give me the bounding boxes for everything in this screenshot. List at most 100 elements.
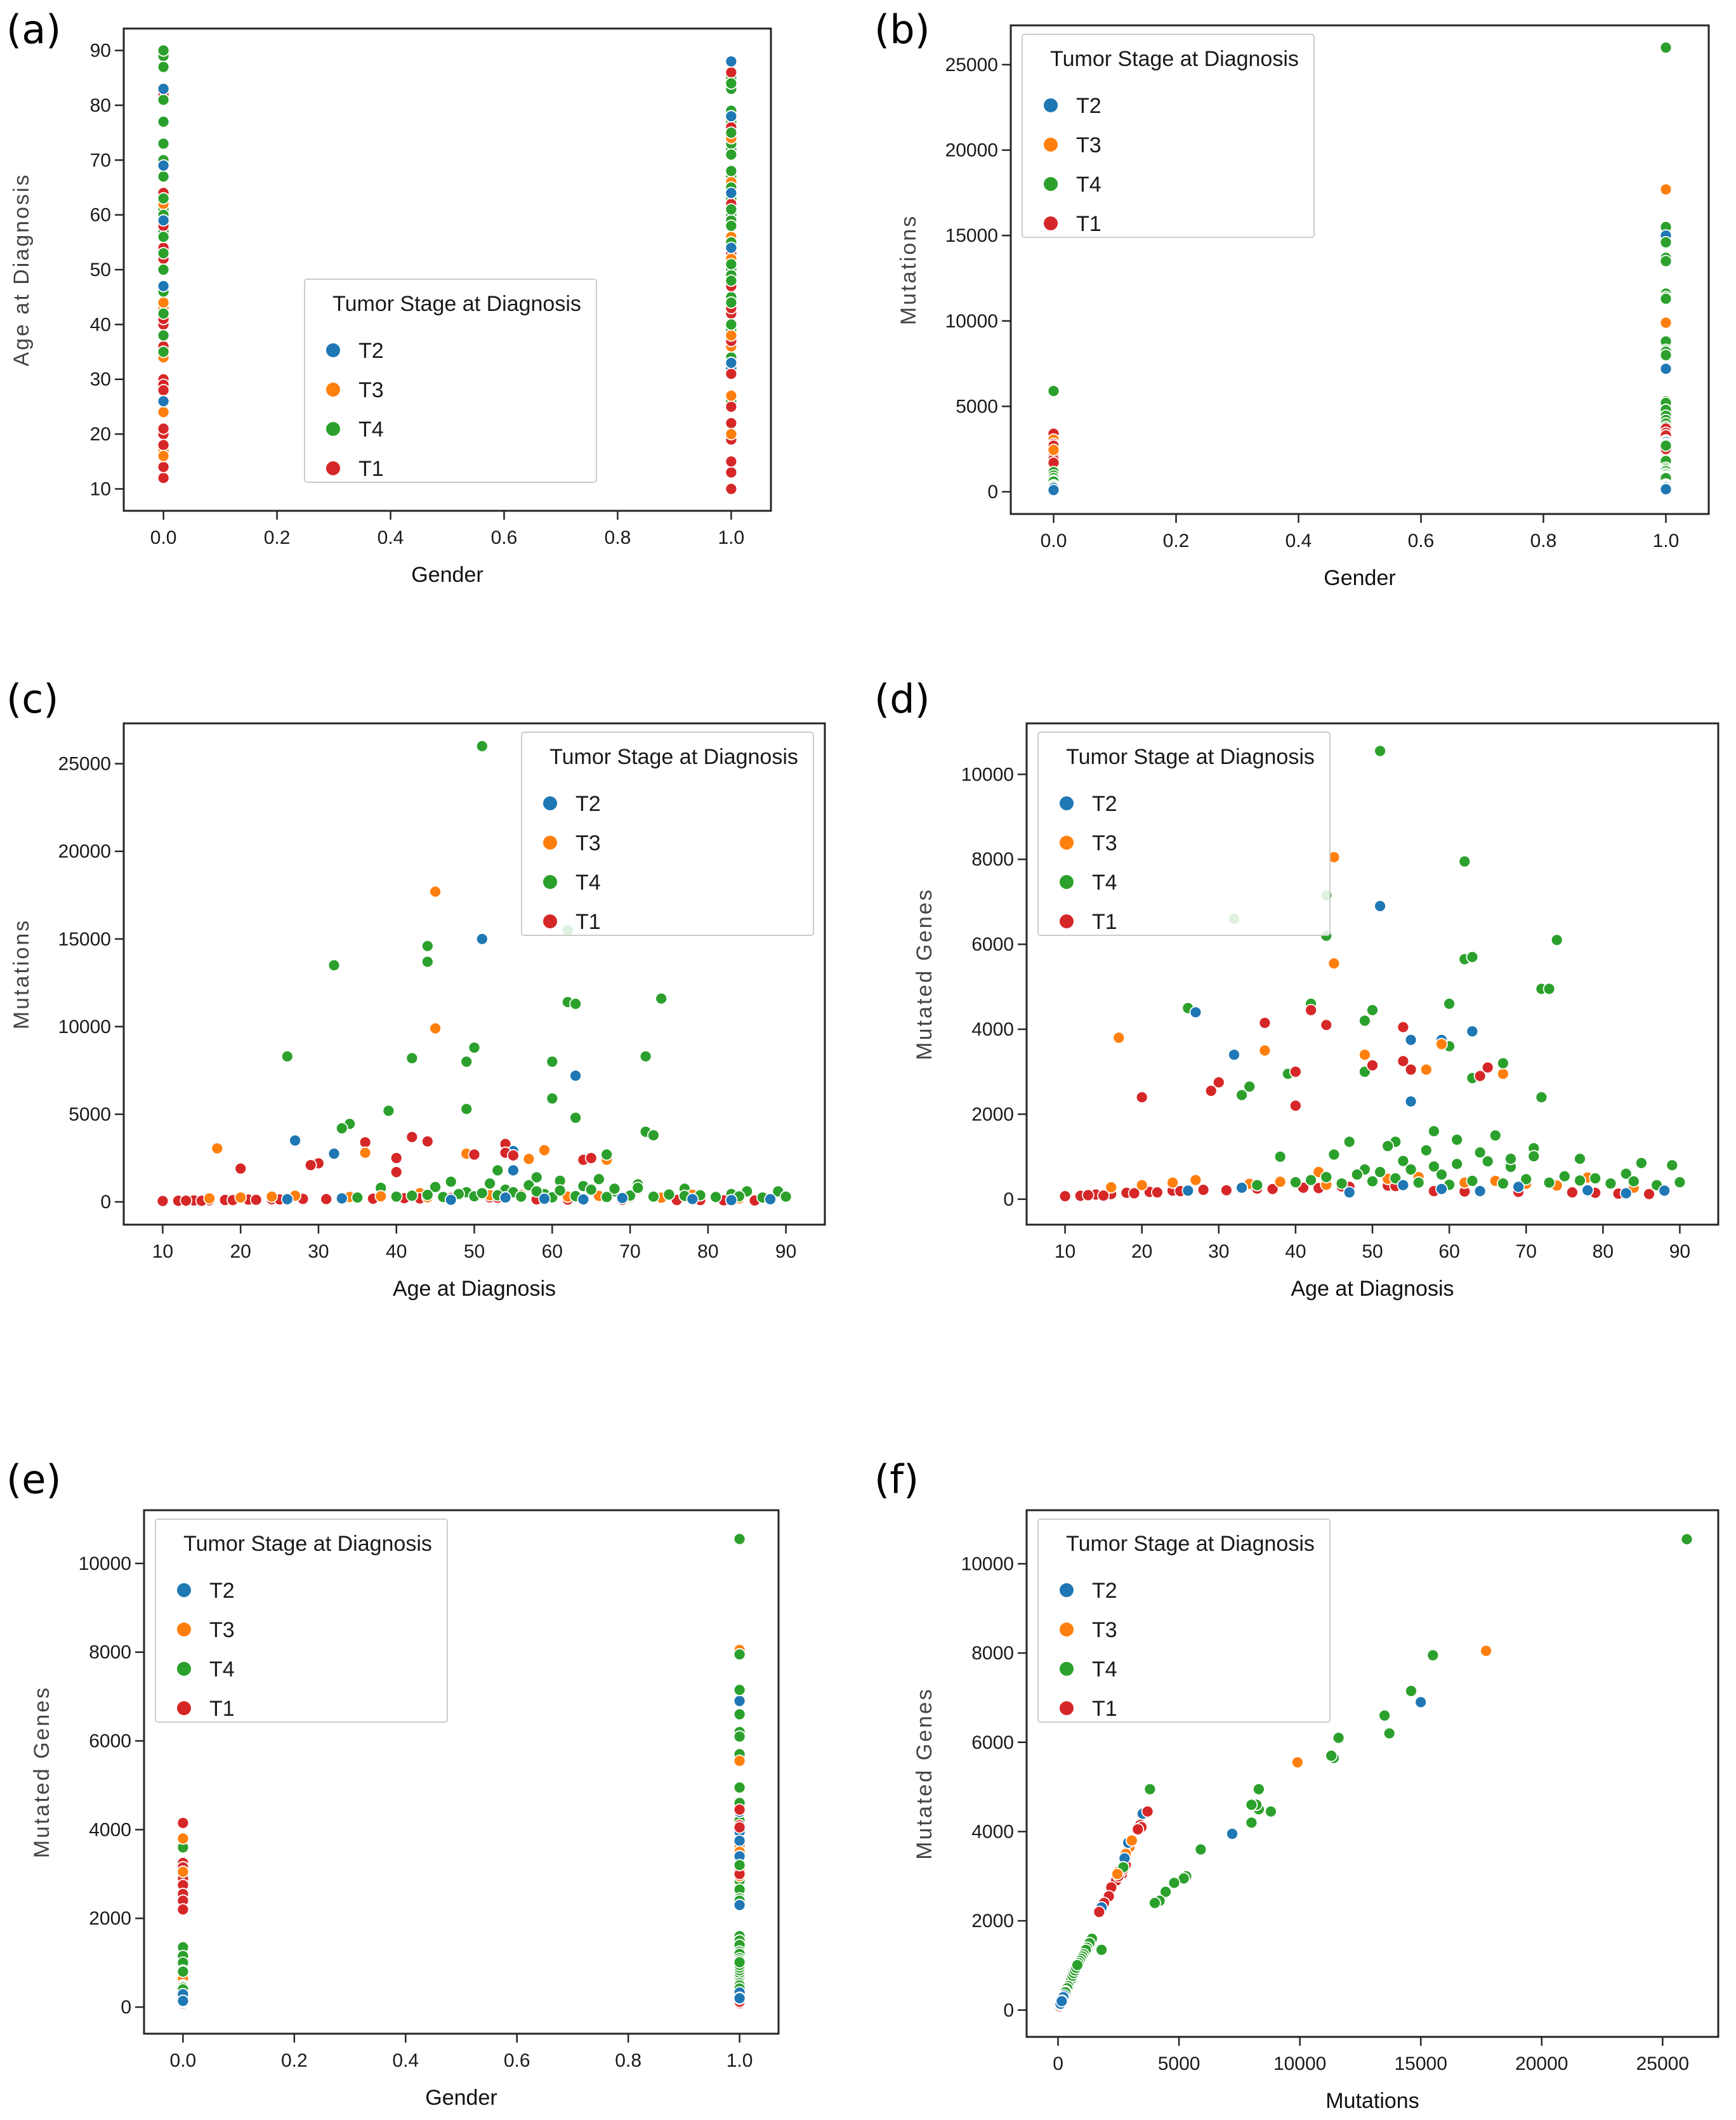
data-point	[1058, 1190, 1072, 1202]
data-point	[358, 1146, 372, 1159]
data-point	[1383, 1727, 1396, 1740]
tick-label: 40	[386, 1241, 407, 1262]
data-point	[553, 1184, 567, 1197]
data-point	[1320, 1018, 1333, 1032]
data-point	[475, 739, 489, 753]
data-point	[779, 1190, 792, 1203]
data-point	[764, 1193, 777, 1206]
data-point	[157, 296, 170, 309]
data-point	[1512, 1180, 1525, 1194]
data-point	[1047, 385, 1060, 398]
data-point	[1542, 1176, 1556, 1189]
data-point	[157, 82, 170, 95]
data-point	[157, 247, 170, 260]
panel-e-tag: (e)	[6, 1456, 62, 1503]
y-axis-label: Mutated Genes	[912, 1687, 937, 1859]
data-point	[1143, 1782, 1157, 1796]
legend-label-T2: T2	[575, 792, 601, 816]
data-point	[1659, 254, 1673, 268]
data-point	[1419, 1063, 1433, 1076]
tick-label: 8000	[89, 1642, 131, 1663]
data-point	[1112, 1031, 1126, 1044]
data-point	[1265, 1805, 1277, 1818]
legend-marker-T2	[326, 343, 340, 357]
tick-label: 10	[1055, 1241, 1075, 1262]
tick-label: 15000	[945, 225, 998, 246]
scatter-plot-e: 0.0 0.2 0.4 0.6 0.8 1.0 0 2000 4000 6000 8000 10000…	[30, 1509, 780, 2110]
data-point	[157, 422, 170, 435]
tick-label: 0.6	[504, 2050, 530, 2071]
data-point	[725, 356, 738, 369]
data-point	[234, 1191, 247, 1204]
data-point	[515, 1190, 528, 1203]
y-axis-label: Mutated Genes	[912, 888, 937, 1060]
data-point	[725, 164, 738, 178]
data-point	[1181, 1184, 1195, 1197]
tick-label: 10000	[961, 764, 1014, 785]
data-point	[176, 1903, 190, 1916]
data-point	[1159, 1885, 1173, 1899]
data-point	[709, 1190, 722, 1204]
data-point	[1566, 1186, 1579, 1199]
legend-label-T3: T3	[1076, 133, 1101, 157]
legend-title: Tumor Stage at Diagnosis	[332, 292, 581, 316]
tick-label: 90	[1669, 1241, 1690, 1262]
data-point	[1366, 1004, 1379, 1017]
data-point	[1251, 1178, 1264, 1192]
tick-label: 0.6	[1408, 530, 1435, 551]
data-point	[1305, 1173, 1317, 1187]
legend-marker-T1	[326, 461, 340, 475]
data-point	[507, 1149, 520, 1162]
tick-label: 10000	[961, 1553, 1014, 1574]
data-point	[1435, 1182, 1448, 1195]
data-point	[1497, 1177, 1509, 1190]
tick-label: 80	[1593, 1241, 1614, 1262]
data-point	[176, 1832, 190, 1845]
legend-marker-T4	[1060, 1662, 1074, 1676]
tick-label: 5000	[956, 396, 998, 417]
data-point	[1131, 1823, 1145, 1836]
data-point	[157, 384, 170, 397]
data-point	[639, 1050, 652, 1063]
data-point	[1093, 1906, 1106, 1918]
data-point	[1220, 1183, 1233, 1197]
data-point	[1366, 1175, 1379, 1188]
data-points	[156, 739, 792, 1208]
data-point	[157, 345, 170, 359]
tick-label: 10000	[945, 311, 998, 332]
data-point	[1473, 1185, 1487, 1197]
data-point	[1428, 1160, 1440, 1173]
legend-label-T2: T2	[209, 1579, 235, 1603]
panel-b: (b) 0.0 0.2 0.4 0.6 0.8 1.0 0 5000 10000 15000 200…	[868, 0, 1736, 635]
tick-label: 5000	[1158, 2053, 1200, 2074]
tick-label: 60	[90, 205, 111, 226]
tick-label: 15000	[1395, 2053, 1447, 2074]
x-axis: 0 5000 10000 15000 20000 25000	[1053, 2037, 1689, 2074]
tick-label: 0	[1003, 1189, 1014, 1210]
data-point	[725, 428, 738, 440]
x-axis-label: Age at Diagnosis	[1291, 1277, 1454, 1301]
data-point	[608, 1182, 621, 1195]
data-point	[491, 1164, 504, 1177]
data-point	[483, 1177, 496, 1190]
data-point	[1374, 744, 1386, 758]
data-point	[725, 110, 738, 123]
data-point	[429, 1022, 442, 1035]
data-point	[1414, 1695, 1428, 1709]
legend-marker-T3	[326, 383, 340, 397]
legend-label-T1: T1	[209, 1697, 235, 1721]
tick-label: 0	[987, 482, 998, 503]
data-point	[1659, 316, 1673, 329]
data-point	[593, 1173, 605, 1186]
data-point	[725, 1194, 738, 1207]
data-point	[1381, 1140, 1395, 1152]
data-point	[1659, 183, 1673, 196]
data-point	[725, 187, 738, 200]
data-point	[725, 258, 738, 271]
tick-label: 10000	[79, 1553, 131, 1574]
x-axis: 0.0 0.2 0.4 0.6 0.8 1.0	[170, 2034, 753, 2071]
data-point	[1659, 292, 1673, 305]
tick-label: 4000	[971, 1821, 1014, 1842]
data-point	[1443, 997, 1456, 1010]
panel-b-tag: (b)	[874, 6, 930, 53]
